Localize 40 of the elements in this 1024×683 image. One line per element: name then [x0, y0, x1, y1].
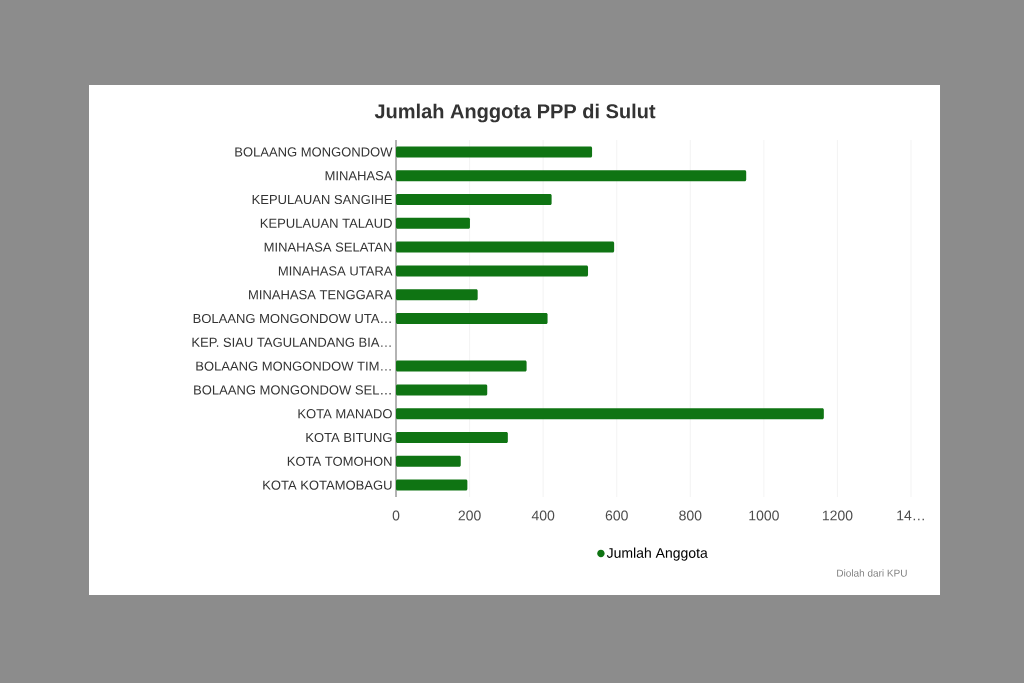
- bar: [396, 408, 824, 420]
- bar: [396, 313, 548, 325]
- bar: [396, 455, 461, 467]
- y-tick-label: KOTA MANADO: [298, 409, 392, 419]
- y-tick-label: BOLAANG MONGONDOW SEL…: [194, 385, 391, 395]
- y-tick-label: MINAHASA TENGGARA: [249, 290, 393, 300]
- bar: [396, 384, 488, 396]
- y-tick-label: MINAHASA: [325, 171, 393, 181]
- bar: [396, 170, 747, 182]
- legend-label: Jumlah Anggota: [606, 547, 708, 561]
- bar: [396, 194, 552, 206]
- x-tick-label: 1000: [749, 510, 779, 521]
- x-tick-label: 600: [605, 510, 628, 521]
- bar: [396, 241, 615, 253]
- y-tick-label: MINAHASA SELATAN: [264, 242, 392, 252]
- y-tick-label: KEPULAUAN TALAUD: [260, 218, 392, 228]
- text: Diolah dari KPU: [837, 569, 907, 577]
- bar: [396, 146, 593, 158]
- y-tick-label: KEPULAUAN SANGIHE: [252, 194, 392, 205]
- bar: [396, 289, 478, 301]
- x-tick-label: 0: [392, 510, 400, 521]
- y-tick-label: BOLAANG MONGONDOW: [235, 147, 393, 157]
- x-tick-label: 200: [458, 510, 481, 521]
- bar: [396, 265, 589, 277]
- bar: [396, 217, 470, 229]
- x-tick-label: 14…: [897, 510, 924, 521]
- x-tick-label: 800: [679, 510, 702, 521]
- chart-title: Jumlah Anggota PPP di Sulut: [374, 103, 656, 123]
- y-tick-label: MINAHASA UTARA: [278, 266, 393, 276]
- y-tick-label: KOTA TOMOHON: [287, 456, 392, 466]
- y-tick-label: KEP. SIAU TAGULANDANG BIA…: [192, 337, 391, 347]
- y-tick-label: BOLAANG MONGONDOW TIM…: [196, 361, 391, 371]
- y-tick-label: KOTA KOTAMOBAGU: [263, 480, 392, 490]
- bar: [396, 360, 527, 372]
- x-tick-label: 1200: [822, 510, 853, 521]
- bar: [396, 479, 468, 491]
- x-tick-label: 400: [531, 510, 555, 521]
- bar: [396, 432, 508, 444]
- y-tick-label: BOLAANG MONGONDOW UTA…: [193, 313, 391, 324]
- y-tick-label: KOTA BITUNG: [306, 432, 392, 443]
